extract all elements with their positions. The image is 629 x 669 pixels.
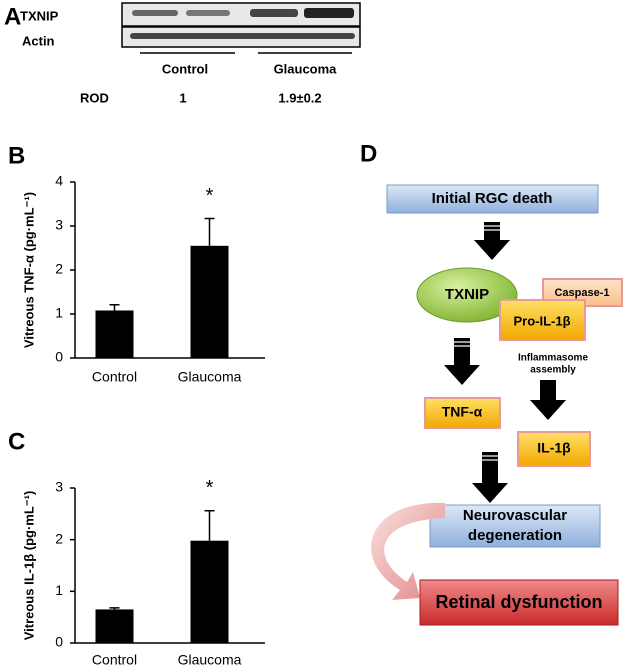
panel-label: A xyxy=(4,3,21,30)
x-tick-label: Glaucoma xyxy=(178,652,242,668)
node-label: degeneration xyxy=(468,527,562,544)
blot-row-label: Actin xyxy=(22,33,55,48)
group-label: Glaucoma xyxy=(274,61,338,76)
node-label: Retinal dysfunction xyxy=(435,592,602,612)
y-axis-label: Vitreous TNF-α (pg·mL⁻¹) xyxy=(21,192,36,348)
note: assembly xyxy=(530,365,576,376)
diagram-shapes xyxy=(371,184,623,626)
rod-value: 1 xyxy=(179,90,186,105)
node-label: Pro-IL-1β xyxy=(513,313,570,328)
y-axis-label: Vitreous IL-1β (pg·mL⁻¹) xyxy=(21,491,36,641)
note: Inflammasome xyxy=(518,353,588,364)
y-tick-label: 3 xyxy=(55,217,63,233)
y-tick-label: 2 xyxy=(55,530,63,546)
node-label: IL-1β xyxy=(537,440,571,456)
x-tick-label: Glaucoma xyxy=(178,369,242,385)
node-label: TXNIP xyxy=(445,286,489,303)
group-label: Control xyxy=(162,61,208,76)
bar xyxy=(95,310,134,358)
significance-mark: * xyxy=(206,185,214,207)
node-label: TNF-α xyxy=(442,404,483,420)
y-tick-label: 0 xyxy=(55,634,63,650)
y-tick-label: 1 xyxy=(55,582,63,598)
y-tick-label: 2 xyxy=(55,261,63,277)
rod-value: 1.9±0.2 xyxy=(278,90,321,105)
x-tick-label: Control xyxy=(92,369,137,385)
significance-mark: * xyxy=(206,477,214,499)
rod-label: ROD xyxy=(80,90,109,105)
y-tick-label: 0 xyxy=(55,349,63,365)
panel-label: B xyxy=(8,142,25,169)
y-tick-label: 4 xyxy=(55,173,63,189)
bar xyxy=(190,540,229,643)
blot-row-label: TXNIP xyxy=(20,8,59,23)
y-tick-label: 3 xyxy=(55,479,63,495)
bar xyxy=(95,609,134,643)
node-label: Initial RGC death xyxy=(432,190,553,207)
node-label: Caspase-1 xyxy=(554,287,609,299)
panel-label: C xyxy=(8,428,25,455)
x-tick-label: Control xyxy=(92,652,137,668)
bar xyxy=(190,245,229,358)
panel-label: D xyxy=(360,140,377,167)
blot-image xyxy=(121,2,361,54)
node-label: Neurovascular xyxy=(463,507,567,524)
y-tick-label: 1 xyxy=(55,305,63,321)
